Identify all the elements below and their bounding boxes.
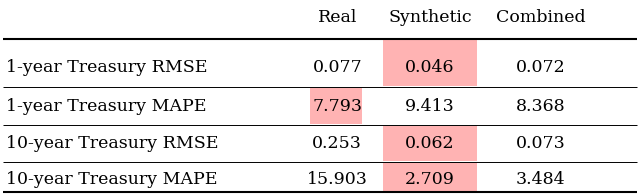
Text: 1-year Treasury MAPE: 1-year Treasury MAPE <box>6 98 207 115</box>
Text: 9.413: 9.413 <box>405 98 455 115</box>
FancyBboxPatch shape <box>310 88 362 124</box>
Text: 3.484: 3.484 <box>516 171 566 188</box>
Text: 0.073: 0.073 <box>516 135 566 152</box>
Text: 8.368: 8.368 <box>516 98 566 115</box>
Text: 0.062: 0.062 <box>405 135 455 152</box>
FancyBboxPatch shape <box>383 126 477 161</box>
Text: 15.903: 15.903 <box>307 171 368 188</box>
Text: 0.077: 0.077 <box>312 59 362 76</box>
Text: 0.253: 0.253 <box>312 135 362 152</box>
Text: Real: Real <box>317 9 357 26</box>
Text: 10-year Treasury MAPE: 10-year Treasury MAPE <box>6 171 218 188</box>
FancyBboxPatch shape <box>383 163 477 191</box>
Text: 7.793: 7.793 <box>312 98 362 115</box>
Text: 0.072: 0.072 <box>516 59 566 76</box>
Text: Combined: Combined <box>496 9 586 26</box>
FancyBboxPatch shape <box>383 40 477 86</box>
Text: 1-year Treasury RMSE: 1-year Treasury RMSE <box>6 59 208 76</box>
Text: 10-year Treasury RMSE: 10-year Treasury RMSE <box>6 135 219 152</box>
Text: 2.709: 2.709 <box>405 171 455 188</box>
Text: Synthetic: Synthetic <box>388 9 472 26</box>
Text: 0.046: 0.046 <box>405 59 455 76</box>
